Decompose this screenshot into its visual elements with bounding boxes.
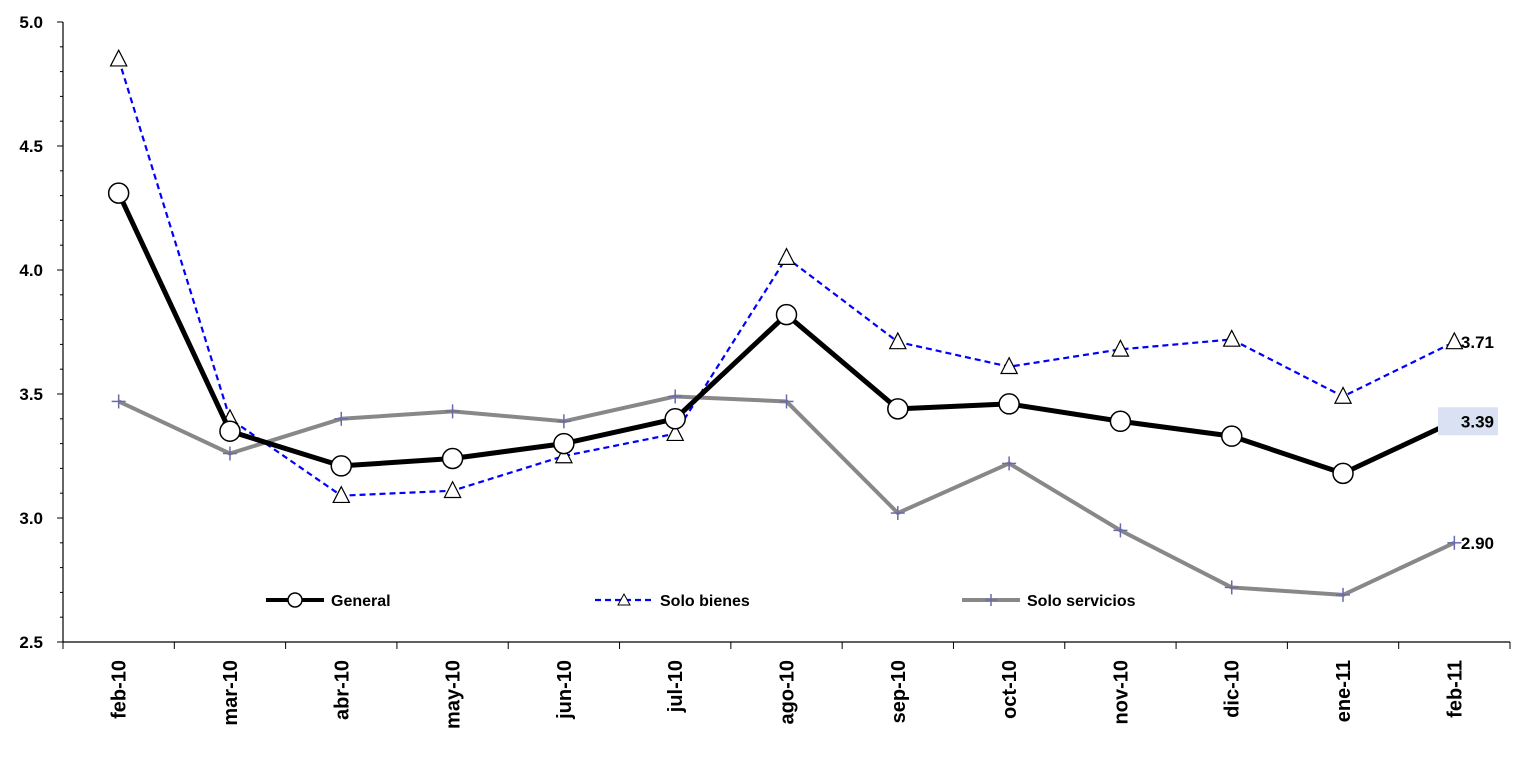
point-marker-plus — [1113, 523, 1128, 538]
point-marker-plus — [445, 404, 460, 419]
series-line — [117, 394, 1456, 597]
point-marker-triangle — [332, 485, 351, 504]
point-marker-triangle — [554, 445, 573, 464]
y-tick-label: 4.0 — [19, 261, 43, 280]
x-tick-label: may-10 — [443, 660, 465, 729]
point-marker-triangle — [109, 48, 128, 67]
point-marker-plus — [556, 414, 571, 429]
series-line — [117, 58, 1455, 497]
legend-item-solo-servicios: Solo servicios — [962, 593, 1136, 610]
series-layer — [107, 48, 1466, 602]
point-marker-triangle — [1000, 356, 1019, 375]
legend-item-solo-bienes: Solo bienes — [595, 592, 750, 610]
point-marker-triangle — [1333, 386, 1353, 404]
point-marker-circle — [664, 408, 686, 430]
point-marker-triangle — [888, 331, 907, 350]
x-tick-label: jun-10 — [554, 660, 576, 720]
legend-label: Solo servicios — [1027, 593, 1136, 610]
point-marker-triangle — [1111, 339, 1130, 357]
point-marker-circle — [553, 432, 575, 455]
end-label: 3.71 — [1461, 333, 1494, 352]
y-tick-label: 4.5 — [19, 137, 43, 156]
x-tick-label: ago-10 — [777, 660, 799, 724]
x-tick-label: mar-10 — [220, 660, 242, 726]
point-marker-plus — [1447, 535, 1462, 550]
end-label-highlight — [1438, 407, 1498, 436]
legend-marker-triangle — [617, 592, 631, 606]
x-tick-label: feb-10 — [109, 660, 131, 719]
y-tick-label: 5.0 — [19, 13, 43, 32]
point-marker-circle — [1220, 425, 1243, 447]
y-tick-label: 3.0 — [19, 509, 43, 528]
point-marker-plus — [222, 446, 237, 461]
point-marker-circle — [775, 303, 798, 326]
end-label: 3.39 — [1461, 412, 1494, 431]
point-marker-triangle — [1222, 329, 1241, 347]
legend-label: General — [331, 593, 391, 610]
point-marker-plus — [890, 506, 905, 521]
point-marker-circle — [1332, 462, 1354, 485]
point-marker-plus — [1224, 580, 1239, 595]
legend: General Solo bienes Solo servicios — [266, 592, 1136, 610]
point-marker-triangle — [666, 423, 685, 442]
point-marker-plus — [779, 394, 794, 409]
point-marker-plus — [334, 411, 349, 426]
point-marker-circle — [107, 182, 130, 204]
point-marker-triangle — [777, 247, 796, 265]
point-marker-circle — [330, 455, 353, 477]
series-solo-servicios — [111, 389, 1462, 602]
point-marker-triangle — [1445, 331, 1464, 350]
end-label: 2.90 — [1461, 534, 1494, 553]
x-tick-label: abr-10 — [331, 660, 353, 720]
legend-item-general: General — [266, 592, 391, 610]
point-marker-circle — [219, 420, 241, 442]
point-marker-plus — [111, 394, 126, 409]
x-tick-label: ene-11 — [1333, 660, 1355, 722]
x-tick-label: oct-10 — [999, 660, 1021, 719]
series-solo-bienes — [109, 48, 1464, 504]
point-marker-circle — [1109, 410, 1132, 433]
point-marker-plus — [1002, 456, 1017, 471]
x-tick-label: jul-10 — [665, 660, 687, 713]
x-tick-label: nov-10 — [1110, 660, 1132, 724]
point-marker-plus — [1336, 587, 1351, 602]
legend-marker-circle — [287, 592, 303, 608]
point-marker-plus — [668, 389, 683, 404]
x-tick-label: feb-11 — [1444, 660, 1466, 718]
point-marker-triangle — [443, 480, 462, 499]
series-line — [116, 192, 1456, 476]
legend-label: Solo bienes — [660, 593, 750, 610]
end-labels: 3.39 3.71 2.90 — [1438, 333, 1498, 553]
point-marker-circle — [887, 398, 909, 420]
y-tick-label: 3.5 — [19, 385, 43, 404]
x-tick-label: dic-10 — [1222, 660, 1244, 718]
axes: 2.5 3.0 3.5 4.0 4.5 5.0 feb-10 mar-10 abr-10 may-… — [19, 13, 1511, 729]
x-tick-label: sep-10 — [888, 660, 910, 723]
point-marker-circle — [998, 393, 1020, 415]
point-marker-circle — [441, 447, 464, 470]
series-general — [107, 182, 1466, 485]
y-tick-label: 2.5 — [19, 633, 43, 652]
